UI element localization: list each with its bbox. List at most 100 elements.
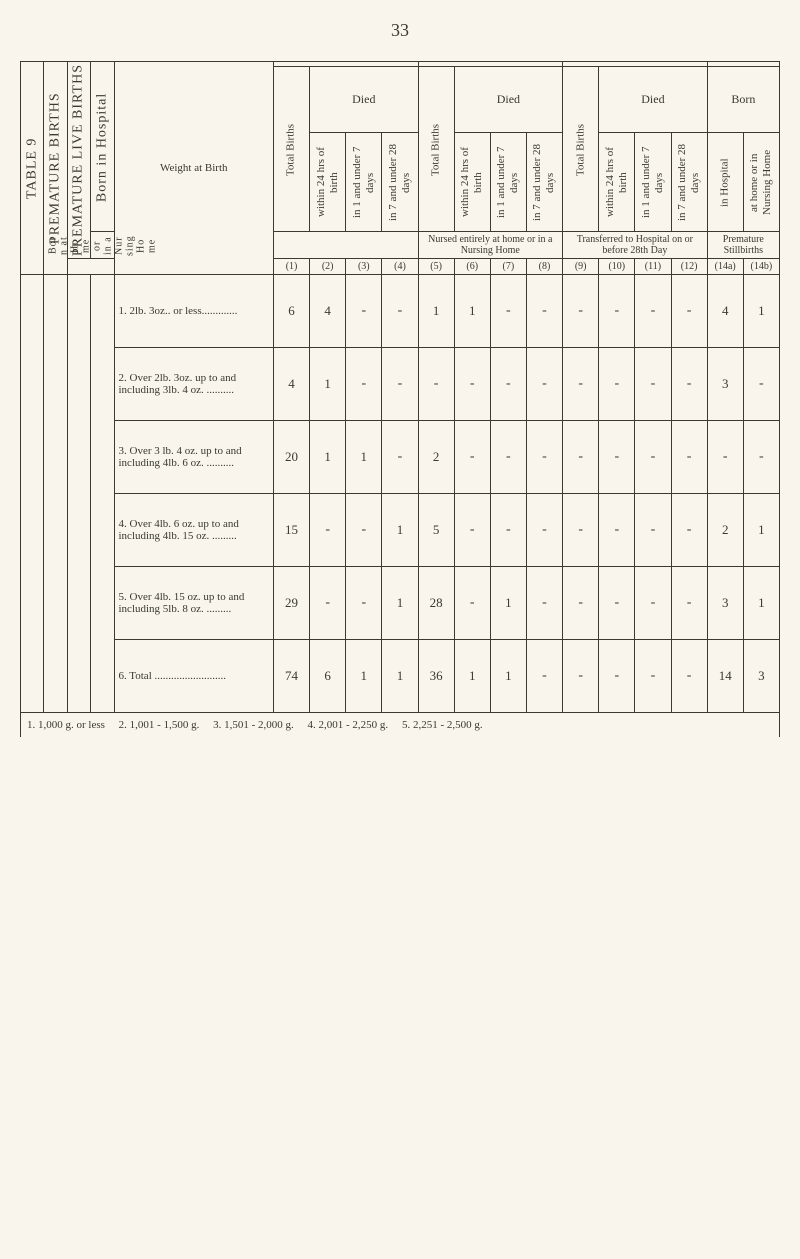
nursed-label: Nursed entirely at home or in a Nursing …	[418, 232, 563, 259]
left-gutter	[44, 275, 67, 713]
data-cell: -	[563, 421, 599, 494]
row-label: 5. Over 4lb. 15 oz. up to and including …	[114, 567, 273, 640]
cn-2: (2)	[310, 259, 346, 275]
data-cell: 6	[273, 275, 309, 348]
table-row: 2. Over 2lb. 3oz. up to and including 3l…	[21, 348, 780, 421]
col-12-label: in 7 and under 28 days	[671, 133, 707, 232]
data-cell: 1	[490, 640, 526, 713]
cn-8: (8)	[526, 259, 562, 275]
data-cell: -	[599, 421, 635, 494]
col-4-label: in 7 and under 28 days	[382, 133, 418, 232]
header-row-4: Born at Home or in a Nursing Home Nursed…	[21, 232, 780, 259]
data-cell: -	[563, 275, 599, 348]
data-cell: -	[599, 640, 635, 713]
left-gutter	[67, 275, 90, 713]
cn-4: (4)	[382, 259, 418, 275]
data-cell: 4	[707, 275, 743, 348]
cn-9: (9)	[563, 259, 599, 275]
data-cell: -	[563, 348, 599, 421]
table-row: 4. Over 4lb. 6 oz. up to and including 4…	[21, 494, 780, 567]
data-cell: 28	[418, 567, 454, 640]
data-cell: -	[599, 275, 635, 348]
data-cell: -	[526, 494, 562, 567]
data-cell: 1	[418, 275, 454, 348]
fn-1: 1. 1,000 g. or less	[27, 719, 105, 731]
transferred-label: Transferred to Hospital on or before 28t…	[563, 232, 708, 259]
data-cell: 1	[743, 567, 779, 640]
data-cell: -	[635, 348, 671, 421]
data-cell: -	[526, 275, 562, 348]
born-home-label: Born at Home or in a Nursing Home	[91, 232, 114, 259]
row-label: 4. Over 4lb. 6 oz. up to and including 4…	[114, 494, 273, 567]
data-cell: -	[454, 567, 490, 640]
fn-5: 5. 2,251 - 2,500 g.	[402, 719, 483, 731]
data-cell: -	[671, 421, 707, 494]
cn-11: (11)	[635, 259, 671, 275]
cn-12: (12)	[671, 259, 707, 275]
data-cell: -	[743, 348, 779, 421]
data-cell: -	[635, 494, 671, 567]
col-8-label: in 7 and under 28 days	[526, 133, 562, 232]
data-cell: -	[454, 421, 490, 494]
cn-1: (1)	[273, 259, 309, 275]
col-14a-label: in Hospital	[707, 133, 743, 232]
data-cell: -	[526, 348, 562, 421]
data-cell: -	[526, 567, 562, 640]
data-cell: -	[635, 640, 671, 713]
data-cell: -	[490, 348, 526, 421]
data-cell: 1	[743, 275, 779, 348]
data-cell: 1	[454, 640, 490, 713]
cn-10: (10)	[599, 259, 635, 275]
left-gutter	[91, 275, 114, 713]
data-cell: -	[671, 640, 707, 713]
footnotes-row: 1. 1,000 g. or less 2. 1,001 - 1,500 g. …	[21, 713, 780, 738]
row-label: 6. Total ..........................	[114, 640, 273, 713]
died-label-1: Died	[310, 67, 418, 133]
data-cell: 20	[273, 421, 309, 494]
total-births-1: Total Births	[273, 67, 309, 232]
data-cell: -	[490, 275, 526, 348]
data-cell: -	[454, 494, 490, 567]
data-cell: 29	[273, 567, 309, 640]
data-cell: 1	[346, 640, 382, 713]
data-cell: 2	[418, 421, 454, 494]
data-cell: -	[454, 348, 490, 421]
data-cell: 1	[743, 494, 779, 567]
data-cell: 1	[346, 421, 382, 494]
data-cell: 6	[310, 640, 346, 713]
data-cell: 3	[707, 567, 743, 640]
data-cell: -	[635, 567, 671, 640]
data-cell: -	[310, 567, 346, 640]
data-cell: 4	[273, 348, 309, 421]
cn-6: (6)	[454, 259, 490, 275]
data-cell: -	[599, 567, 635, 640]
data-cell: -	[490, 421, 526, 494]
data-cell: 14	[707, 640, 743, 713]
data-cell: 1	[454, 275, 490, 348]
premature-births-table: TABLE 9 PREMATURE BIRTHS PREMATURE LIVE …	[20, 61, 780, 737]
fn-2: 2. 1,001 - 1,500 g.	[119, 719, 200, 731]
data-cell: -	[346, 275, 382, 348]
data-cell: -	[526, 421, 562, 494]
data-cell: -	[526, 640, 562, 713]
fn-3: 3. 1,501 - 2,000 g.	[213, 719, 294, 731]
row-label: 1. 2lb. 3oz.. or less.............	[114, 275, 273, 348]
data-cell: 1	[382, 567, 418, 640]
col-14b-label: at home or in Nursing Home	[743, 133, 779, 232]
data-cell: -	[382, 348, 418, 421]
data-cell: 36	[418, 640, 454, 713]
table-row: 6. Total ..........................74611…	[21, 640, 780, 713]
page-number: 33	[20, 20, 780, 41]
total-births-2: Total Births	[418, 67, 454, 232]
table-row: 5. Over 4lb. 15 oz. up to and including …	[21, 567, 780, 640]
fn-4: 4. 2,001 - 2,250 g.	[308, 719, 389, 731]
data-cell: 1	[310, 421, 346, 494]
data-cell: -	[743, 421, 779, 494]
col-6-label: within 24 hrs of birth	[454, 133, 490, 232]
died-label-3: Died	[599, 67, 707, 133]
data-cell: 1	[382, 494, 418, 567]
col-7-label: in 1 and under 7 days	[490, 133, 526, 232]
data-cell: 5	[418, 494, 454, 567]
cn-7: (7)	[490, 259, 526, 275]
born-hospital-label: Born in Hospital	[91, 62, 114, 232]
